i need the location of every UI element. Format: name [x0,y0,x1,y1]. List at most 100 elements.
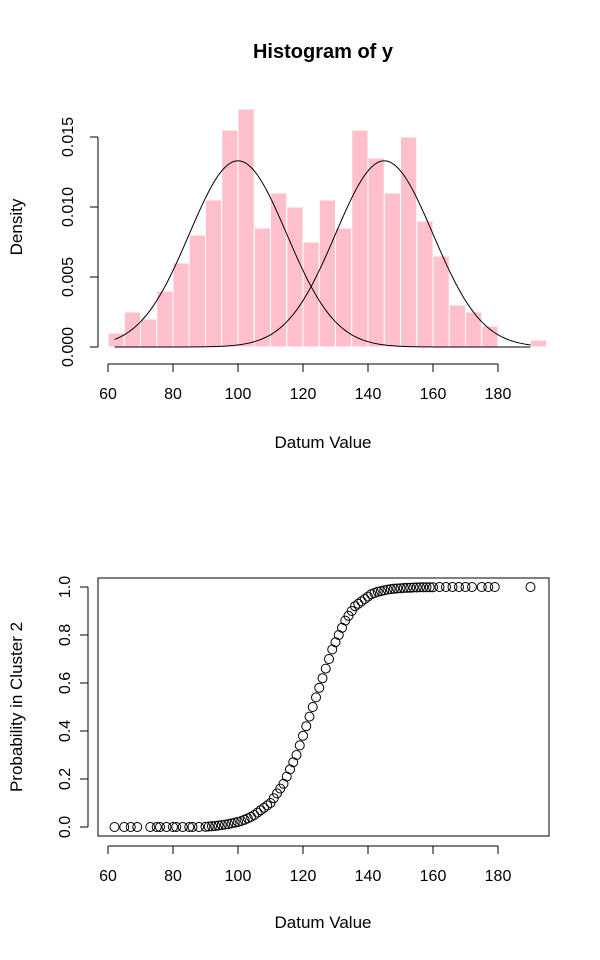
histogram-bar-17 [383,192,401,348]
histogram-bar-0 [107,332,125,348]
histogram-y-tick-label: 0.000 [60,327,77,367]
histogram-bar-4 [172,262,190,348]
scatter-point [428,582,438,593]
scatter-x-tick-label: 140 [355,868,382,885]
scatter-point [278,778,289,789]
scatter-x-tick-label: 180 [485,868,512,885]
scatter-point [337,622,347,633]
scatter-point [301,721,312,732]
scatter-point [327,644,338,655]
scatter-point [200,821,211,832]
scatter-x-tick-label: 100 [225,868,252,885]
scatter-point [398,582,409,593]
scatter-point [424,582,435,593]
histogram-y-tick-label: 0.005 [60,257,77,297]
histogram-bar-26 [530,339,548,348]
scatter-y-tick-label: 0.4 [57,720,74,742]
scatter-x-tick-label: 80 [164,868,182,885]
scatter-x-axis: 60 80 100 120 140 160 180 [99,845,512,885]
scatter-x-tick-label: 120 [290,868,317,885]
histogram-y-tick-label: 0.010 [60,187,77,227]
scatter-point [213,820,224,831]
scatter-y-axis: 0.0 0.2 0.4 0.6 0.8 1.0 [57,576,89,838]
histogram-x-tick-label: 100 [225,386,252,403]
scatter-point [333,630,344,640]
histogram-bar-6 [205,199,223,348]
scatter-point [359,594,370,604]
histogram-x-tick-label: 160 [420,386,447,403]
scatter-point [434,582,445,592]
scatter-x-axis-label: Datum Value [274,913,371,932]
scatter-point [476,582,487,592]
histogram-bar-11 [286,206,304,348]
histogram-x-axis-label: Datum Value [274,433,371,452]
scatter-point [288,757,299,768]
scatter-point [109,822,120,832]
histogram-bar-12 [302,241,320,348]
scatter-point [151,822,162,832]
scatter-point [454,582,464,592]
histogram-x-tick-label: 80 [164,386,182,403]
scatter-point [220,819,230,830]
scatter-point [259,802,269,813]
scatter-y-tick-label: 0.2 [57,768,74,790]
histogram-bar-7 [221,129,239,348]
scatter-point [382,584,393,595]
density-curve-2 [114,160,531,348]
histogram-bar-3 [156,290,174,348]
scatter-point [356,596,367,607]
scatter-points [109,582,536,832]
scatter-point [330,637,341,648]
scatter-point [249,810,260,820]
scatter-point [255,805,266,816]
scatter-point [194,822,204,832]
histogram-x-tick-label: 60 [99,386,117,403]
histogram-title: Histogram of y [253,41,394,63]
histogram-bar-8 [237,108,255,348]
scatter-point [307,702,318,712]
histogram-bar-2 [140,318,158,348]
scatter-x-tick-label: 60 [99,868,117,885]
scatter-point [441,582,451,592]
scatter-point [216,820,227,831]
histogram-x-tick-label: 180 [485,386,512,403]
scatter-point [125,822,136,832]
histogram-bar-13 [318,199,336,348]
scatter-point [353,598,364,609]
scatter-point [132,822,143,832]
histogram-bar-22 [465,311,483,348]
scatter-point [252,807,263,818]
scatter-point [447,582,458,592]
histogram-bar-21 [448,304,466,348]
histogram-bar-9 [253,227,271,348]
scatter-point [421,582,432,593]
scatter-point [161,822,172,832]
scatter-y-tick-label: 0.0 [57,816,74,838]
scatter-point [281,771,292,782]
histogram-bar-18 [400,136,418,348]
scatter-point [294,740,305,751]
scatter-point [317,673,328,684]
scatter-point [483,582,494,592]
histogram-x-axis: 60 80 100 120 140 160 180 [99,363,512,403]
scatter-point [145,822,156,832]
scatter-point [489,582,500,592]
scatter-point [311,692,321,703]
scatter-point [155,822,165,832]
histogram-bar-19 [416,220,434,348]
scatter-point [207,821,217,832]
histogram-bar-16 [367,157,385,348]
scatter-point [405,582,416,593]
scatter-point [415,582,425,593]
histogram-bar-5 [188,234,206,348]
scatter-x-tick-label: 160 [420,868,447,885]
histogram-y-axis-label: Density [7,198,26,255]
density-curves [114,160,531,348]
scatter-y-tick-label: 1.0 [57,576,74,598]
scatter-point [210,821,221,832]
scatter-point [314,682,325,693]
scatter-point [168,822,178,832]
histogram-x-tick-label: 120 [290,386,317,403]
scatter-point [408,582,419,593]
